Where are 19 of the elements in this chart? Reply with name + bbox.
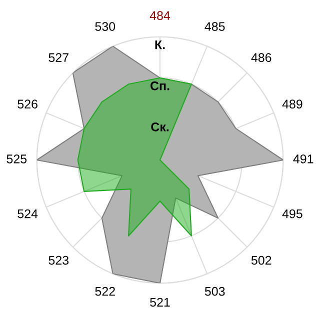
spoke-label: 491 [293,154,314,164]
spoke-label: 484 [150,11,170,20]
spoke-label: 503 [204,286,225,296]
y-tick-label: К. [155,40,165,50]
spoke-label: 486 [251,53,272,62]
spoke-label: 525 [6,154,27,164]
spoke-label: 527 [48,53,68,62]
spoke-label: 489 [282,100,302,108]
spoke-label: 526 [18,100,38,108]
spoke-label: 530 [95,22,116,31]
spoke-label: 521 [150,298,170,307]
spoke-label: 523 [48,256,69,265]
y-tick-label: Ск. [151,122,169,132]
spoke-label: 524 [18,209,38,218]
y-tick-label: Сп. [150,81,170,90]
spoke-label: 495 [282,209,302,218]
spoke-label: 522 [95,286,115,296]
spoke-label: 485 [204,22,225,31]
spoke-label: 502 [251,256,272,265]
